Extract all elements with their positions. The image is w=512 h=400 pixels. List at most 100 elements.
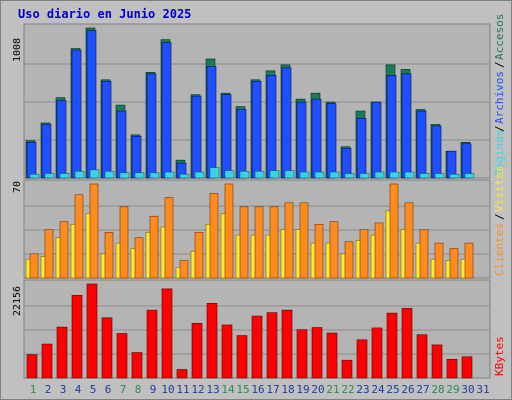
x-label-27: 27 [416,383,429,396]
bar-clientes-21 [329,221,339,279]
x-label-7: 7 [120,383,127,396]
x-label-20: 20 [311,383,324,396]
bar-paginas-5 [89,169,100,179]
bar-clientes-23 [359,229,369,279]
bar-paginas-27 [419,173,430,179]
x-label-21: 21 [326,383,339,396]
x-label-22: 22 [341,383,354,396]
x-label-23: 23 [356,383,369,396]
bar-clientes-14 [224,183,234,279]
bar-clientes-6 [104,232,114,279]
bar-kbytes-26 [401,308,413,379]
bar-archivos-20 [311,98,322,179]
bar-paginas-26 [404,171,415,179]
middle-panel-bars [25,183,474,279]
bar-paginas-24 [374,171,385,179]
x-label-29: 29 [446,383,459,396]
legend-sep-3: / [493,213,506,220]
x-label-16: 16 [251,383,264,396]
bar-clientes-24 [374,222,384,279]
bar-clientes-3 [59,221,69,279]
x-label-8: 8 [135,383,142,396]
legend-clientes: Clientes [493,223,506,276]
bar-archivos-12 [191,95,202,179]
bar-clientes-9 [149,215,159,279]
x-label-12: 12 [191,383,204,396]
bar-paginas-16 [254,171,265,179]
bar-paginas-28 [434,173,445,179]
bar-clientes-30 [464,242,474,279]
x-label-3: 3 [60,383,67,396]
bar-paginas-29 [449,173,460,179]
bar-clientes-2 [44,229,54,279]
bar-archivos-9 [146,73,157,179]
bar-kbytes-22 [341,359,353,379]
bar-archivos-6 [101,80,112,179]
bar-archivos-25 [386,75,397,179]
bar-archivos-24 [371,101,382,179]
bar-clientes-15 [239,206,249,279]
bar-paginas-3 [59,173,70,179]
bar-paginas-4 [74,171,85,179]
bar-kbytes-15 [236,335,248,379]
bar-archivos-7 [116,110,127,179]
bottom-panel-bars [26,283,473,379]
legend-sep-2: / [493,61,506,68]
bar-kbytes-23 [356,339,368,379]
bar-paginas-7 [119,172,130,179]
x-axis-labels: 1 2 3 4 5 6 7 8 9 10 11 12 13 14 15 16 17 18 19 20 21 22 23 24 2… [30,383,490,396]
bar-kbytes-6 [101,317,113,379]
bar-paginas-13 [209,167,220,179]
bar-kbytes-10 [161,288,173,379]
bar-kbytes-17 [266,312,278,379]
bar-paginas-11 [179,173,190,179]
bar-paginas-18 [284,170,295,179]
x-label-28: 28 [431,383,444,396]
bar-kbytes-8 [131,352,143,379]
bar-paginas-22 [344,173,355,179]
bar-kbytes-1 [26,354,38,379]
x-label-1: 1 [30,383,37,396]
bar-paginas-20 [314,171,325,179]
bar-archivos-8 [131,136,142,179]
bar-kbytes-13 [206,303,218,379]
bar-clientes-25 [389,183,399,279]
x-label-31: 31 [476,383,489,396]
x-label-4: 4 [75,383,82,396]
bottom-max-label: 22156 [12,286,23,316]
x-label-19: 19 [296,383,309,396]
x-label-13: 13 [206,383,219,396]
bar-kbytes-11 [176,369,188,379]
x-label-9: 9 [150,383,157,396]
x-label-11: 11 [176,383,189,396]
bar-clientes-12 [194,232,204,279]
bar-kbytes-2 [41,343,53,379]
bar-kbytes-3 [56,326,68,379]
bar-archivos-27 [416,110,427,179]
bar-kbytes-16 [251,315,263,379]
bar-clientes-29 [449,248,459,279]
bar-paginas-23 [359,173,370,179]
bar-archivos-15 [236,109,247,179]
bar-paginas-1 [29,173,40,179]
x-label-10: 10 [161,383,174,396]
top-max-label: 1008 [12,38,23,62]
bar-archivos-19 [296,101,307,179]
bar-paginas-10 [164,171,175,179]
bar-paginas-30 [464,173,475,179]
middle-max-label: 70 [12,181,23,193]
bar-archivos-28 [431,125,442,179]
bar-archivos-14 [221,94,232,179]
x-label-15: 15 [236,383,249,396]
bar-clientes-11 [179,260,189,279]
bar-archivos-3 [56,100,67,179]
bar-paginas-15 [239,171,250,179]
bar-kbytes-14 [221,324,233,379]
bar-kbytes-24 [371,327,383,379]
bar-clientes-28 [434,242,444,279]
x-label-2: 2 [45,383,52,396]
x-label-6: 6 [105,383,112,396]
bar-kbytes-5 [86,283,98,379]
bar-archivos-1 [26,141,37,179]
bar-paginas-8 [134,172,145,179]
